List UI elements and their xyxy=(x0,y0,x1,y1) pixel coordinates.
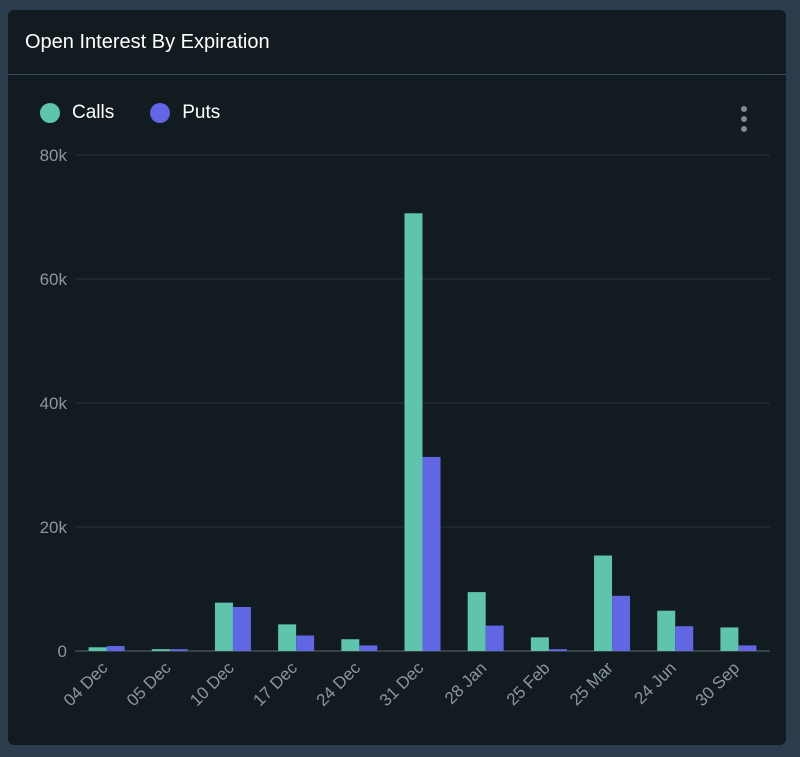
y-tick-label: 0 xyxy=(58,642,67,661)
bar-puts xyxy=(675,626,694,651)
bar-puts xyxy=(548,649,567,651)
y-tick-label: 60k xyxy=(40,270,68,289)
legend-dot-puts xyxy=(150,103,171,123)
bar-puts xyxy=(296,635,315,651)
x-tick-label: 31 Dec xyxy=(376,658,428,710)
bar-calls xyxy=(88,647,107,651)
kebab-dot xyxy=(741,106,747,112)
bar-calls xyxy=(594,555,613,651)
x-tick-label: 24 Jun xyxy=(631,658,681,708)
y-tick-label: 80k xyxy=(40,146,68,165)
bar-calls xyxy=(151,649,170,651)
bar-calls xyxy=(404,213,423,651)
x-tick-label: 05 Dec xyxy=(123,658,175,710)
legend-label-calls: Calls xyxy=(72,102,115,123)
card-header: Open Interest By Expiration xyxy=(8,10,786,75)
y-tick-label: 40k xyxy=(40,394,68,413)
legend-item-calls[interactable]: Calls xyxy=(40,102,114,124)
bar-puts xyxy=(359,645,378,651)
bar-calls xyxy=(341,639,360,651)
bar-calls xyxy=(278,624,297,651)
bar-calls xyxy=(467,592,486,651)
legend-item-puts[interactable]: Puts xyxy=(150,102,220,124)
legend-label-puts: Puts xyxy=(182,102,221,123)
kebab-dot xyxy=(741,126,747,132)
x-tick-label: 17 Dec xyxy=(249,658,301,710)
bar-puts xyxy=(612,595,631,651)
x-tick-label: 28 Jan xyxy=(441,658,491,708)
bar-puts xyxy=(738,645,757,651)
kebab-menu-icon[interactable] xyxy=(734,104,754,134)
x-tick-label: 10 Dec xyxy=(186,658,238,710)
bar-puts xyxy=(106,646,125,651)
card-title: Open Interest By Expiration xyxy=(25,30,270,53)
bar-puts xyxy=(485,625,504,651)
bar-calls xyxy=(720,627,739,651)
legend-dot-calls xyxy=(40,103,60,123)
bar-calls xyxy=(214,602,233,651)
bar-puts xyxy=(422,456,441,651)
bar-calls xyxy=(657,610,676,651)
y-tick-label: 20k xyxy=(40,518,68,537)
x-tick-label: 25 Mar xyxy=(566,658,617,709)
x-tick-label: 25 Feb xyxy=(503,658,554,709)
bar-calls xyxy=(530,637,549,651)
x-tick-label: 24 Dec xyxy=(313,658,365,710)
kebab-dot xyxy=(741,116,747,122)
bar-puts xyxy=(169,649,188,651)
bar-puts xyxy=(232,606,251,651)
x-tick-label: 04 Dec xyxy=(60,658,112,710)
chart-card: Open Interest By Expiration Calls Puts 0… xyxy=(8,10,786,745)
x-tick-label: 30 Sep xyxy=(692,658,744,710)
chart-legend: Calls Puts xyxy=(40,102,256,124)
